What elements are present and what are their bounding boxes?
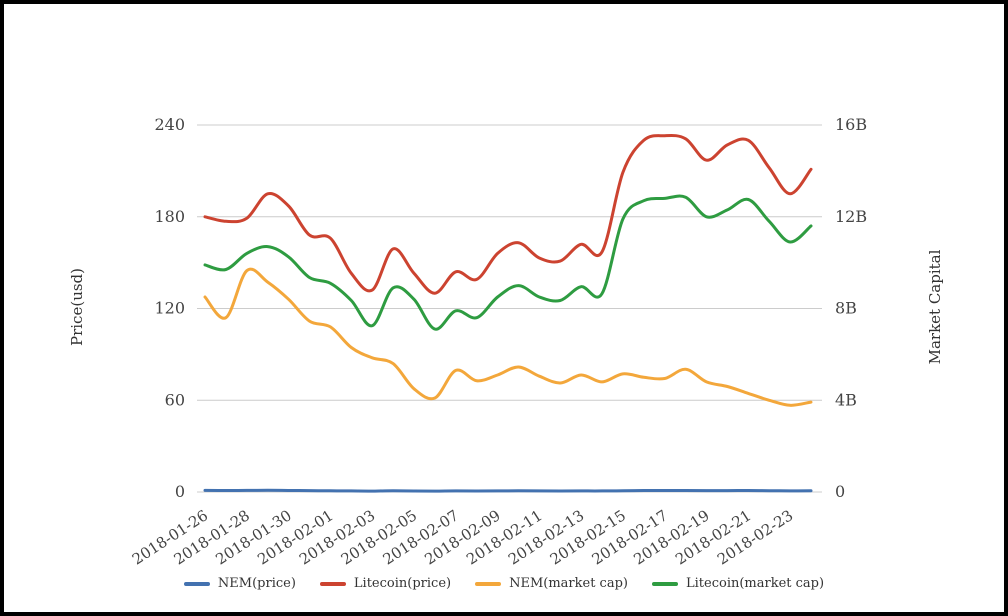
legend-item-litecoin-market-cap-[interactable]: Litecoin(market cap)	[652, 576, 824, 591]
left-tick-label: 120	[154, 299, 185, 318]
left-tick-label: 60	[165, 390, 185, 409]
chart-legend: NEM(price) Litecoin(price) NEM(market cap)…	[4, 576, 1004, 591]
right-axis-title: Market Capital	[926, 249, 944, 364]
series-line-nem-price-	[203, 488, 813, 493]
legend-item-nem-price-[interactable]: NEM(price)	[183, 576, 296, 591]
series-line-litecoin-price-	[203, 133, 813, 295]
legend-item-litecoin-price-[interactable]: Litecoin(price)	[319, 576, 452, 591]
right-axis-tick-labels: 0 4B 8B 12B 16B	[835, 115, 867, 501]
left-axis-title: Price(usd)	[68, 268, 86, 346]
legend-label: NEM(market cap)	[509, 576, 628, 591]
legend-label: NEM(price)	[217, 576, 296, 591]
gridlines	[197, 124, 822, 493]
right-tick-label: 0	[835, 482, 845, 501]
legend-swatch	[183, 581, 210, 586]
series-lines	[203, 133, 813, 493]
line-chart: 0 60 120 180 240 0 4B 8B 12B 16B 2018-01-262018-…	[68, 115, 944, 568]
series-line-litecoin-market-cap-	[203, 194, 813, 331]
left-tick-label: 240	[154, 115, 185, 134]
legend-swatch	[652, 581, 678, 586]
right-tick-label: 8B	[835, 299, 857, 318]
left-axis-tick-labels: 0 60 120 180 240	[154, 115, 185, 501]
legend-label: Litecoin(market cap)	[686, 576, 825, 591]
series-line-nem-market-cap-	[203, 267, 813, 407]
x-axis-tick-labels: 2018-01-262018-01-282018-01-302018-02-01…	[129, 506, 796, 568]
legend-item-nem-market-cap-[interactable]: NEM(market cap)	[475, 576, 628, 591]
right-tick-label: 4B	[835, 390, 857, 409]
left-tick-label: 0	[175, 482, 185, 501]
legend-swatch	[319, 581, 346, 586]
right-tick-label: 16B	[835, 115, 867, 134]
legend-swatch	[475, 581, 502, 586]
legend-label: Litecoin(price)	[353, 576, 452, 591]
left-tick-label: 180	[154, 207, 185, 226]
right-tick-label: 12B	[835, 207, 867, 226]
